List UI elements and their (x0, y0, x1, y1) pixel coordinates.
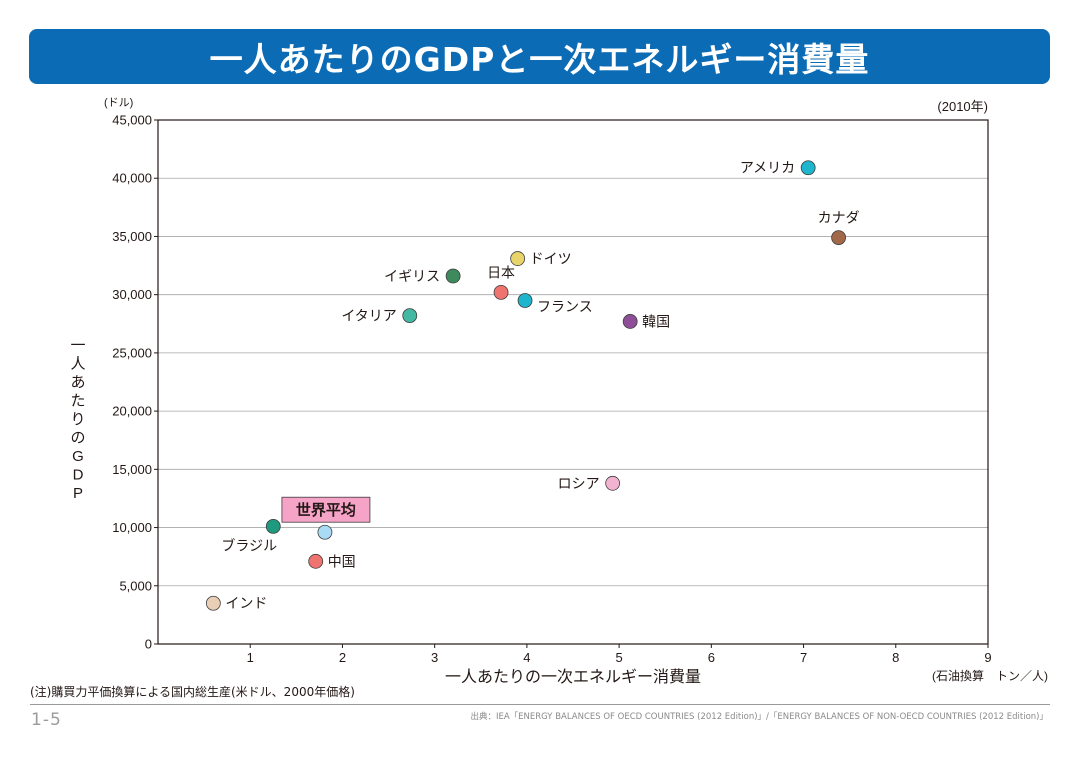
y-tick-label: 30,000 (112, 287, 152, 302)
point-brazil (265, 518, 281, 534)
x-tick-label: 2 (339, 650, 346, 665)
y-unit-label: (ドル) (104, 97, 133, 109)
point-canada (831, 230, 846, 246)
y-tick-label: 0 (145, 637, 152, 652)
point-usa (800, 160, 816, 176)
point-china (308, 553, 324, 569)
y-tick-label: 35,000 (112, 229, 152, 244)
point-japan (493, 284, 509, 300)
x-tick-label: 1 (247, 650, 254, 665)
page-title: 一人あたりのGDPと一次エネルギー消費量 (209, 39, 870, 79)
point-label-world: 世界平均 (296, 501, 356, 519)
point-label-germany: ドイツ (530, 251, 572, 267)
plot-frame (157, 119, 989, 645)
x-axis-title: 一人あたりの一次エネルギー消費量 (445, 668, 701, 686)
point-label-india: インド (225, 595, 267, 611)
point-korea (622, 314, 638, 329)
title-bar: 一人あたりのGDPと一次エネルギー消費量 (29, 29, 1050, 84)
x-tick-label: 7 (800, 650, 807, 665)
x-unit-label: (石油換算 トン／人) (932, 668, 1048, 683)
point-label-canada: カナダ (818, 210, 860, 226)
point-label-japan: 日本 (487, 264, 515, 280)
point-russia (605, 475, 621, 491)
y-tick-label: 40,000 (112, 171, 152, 186)
point-france (517, 293, 533, 308)
point-label-korea: 韓国 (642, 313, 670, 329)
point-germany (510, 251, 526, 266)
y-tick-label: 45,000 (112, 113, 152, 128)
x-tick-label: 3 (431, 650, 438, 665)
y-tick-label: 10,000 (112, 520, 152, 535)
point-label-russia: ロシア (558, 475, 600, 491)
x-tick-label: 5 (615, 650, 622, 665)
point-label-usa: アメリカ (740, 160, 795, 176)
x-tick-label: 8 (892, 650, 899, 665)
point-label-uk: イギリス (384, 268, 440, 284)
point-world (317, 524, 333, 540)
point-label-china: 中国 (328, 553, 356, 569)
point-label-italy: イタリア (341, 308, 396, 324)
point-india (205, 595, 221, 611)
footnote: (注)購買力平価換算による国内総生産(米ドル、2000年価格) (30, 685, 355, 699)
point-label-brazil: ブラジル (221, 537, 277, 553)
source-citation: 出典：IEA「ENERGY BALANCES OF OECD COUNTRIES… (470, 712, 1048, 722)
point-uk (445, 268, 461, 284)
y-tick-label: 20,000 (112, 404, 152, 419)
x-tick-label: 4 (523, 650, 530, 665)
x-tick-label: 6 (708, 650, 715, 665)
point-italy (402, 308, 418, 324)
point-label-france: フランス (537, 298, 593, 314)
x-tick-label: 9 (984, 650, 991, 665)
year-label: (2010年) (937, 99, 988, 114)
world-average-label-box (281, 496, 371, 523)
page-number: 1-5 (31, 710, 62, 730)
y-axis-title: 一人あたりの G D P (70, 337, 85, 502)
y-tick-label: 5,000 (119, 578, 152, 593)
y-tick-label: 15,000 (112, 462, 152, 477)
y-tick-label: 25,000 (112, 345, 152, 360)
footer-divider (30, 704, 1050, 705)
